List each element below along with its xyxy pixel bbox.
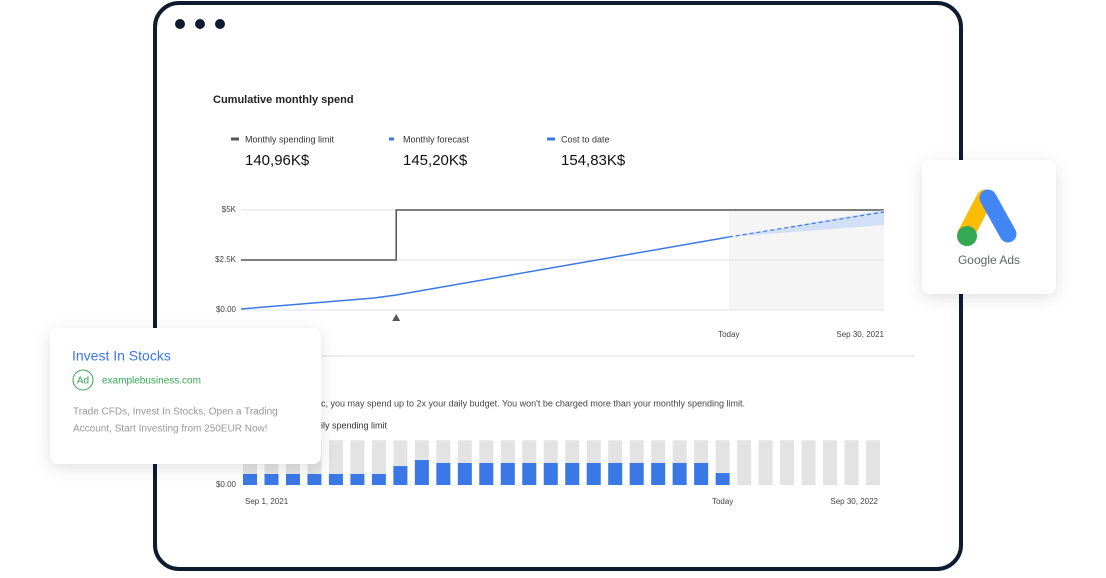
ad-description: Trade CFDs, Invest In Stocks, Open a Tra… (73, 407, 278, 418)
bar (823, 440, 838, 485)
ad-card (50, 328, 321, 464)
limit-change-marker (392, 314, 401, 321)
bar (264, 473, 279, 485)
forecast-band (728, 210, 884, 237)
bar (586, 462, 601, 485)
legend-amount: 140,96K$ (245, 152, 310, 169)
bar (414, 460, 429, 485)
bar (629, 462, 644, 485)
x-tick-label: Today (712, 497, 733, 506)
series-line (240, 236, 729, 310)
y-tick-label: $0.00 (216, 305, 237, 314)
ad-badge-circle (72, 369, 94, 391)
note: c, you may spend up to 2x your daily bud… (321, 398, 745, 408)
bar (479, 462, 494, 485)
bar (371, 473, 386, 485)
y-tick-label: $2.5K (215, 255, 237, 264)
bar (844, 440, 859, 485)
bar (243, 473, 257, 485)
ad-title: Invest In Stocks (72, 348, 171, 364)
bar (328, 440, 343, 485)
bar (866, 440, 880, 485)
x-tick-label: Today (718, 330, 739, 339)
bar (457, 462, 472, 485)
bar (328, 473, 343, 485)
legend-label: Monthly spending limit (245, 134, 335, 144)
series-line (241, 209, 884, 261)
bar (801, 440, 816, 485)
ad-card-bg (50, 328, 321, 464)
x-tick-label: Sep 30, 2022 (830, 497, 878, 506)
window-dot (215, 19, 225, 29)
legend-amount: 145,20K$ (403, 152, 468, 169)
bar (780, 440, 795, 485)
logo-card-bg (922, 160, 1056, 294)
bar (350, 473, 365, 485)
bar (436, 462, 451, 485)
legend-label: ily spending limit (321, 420, 388, 430)
series-line (728, 211, 885, 238)
logo-shape (957, 226, 977, 246)
window-dot (195, 19, 205, 29)
x-tick-label: Sep 30, 2021 (836, 330, 884, 339)
ad-url: examplebusiness.com (102, 376, 201, 387)
bar (285, 473, 300, 485)
section-title: Cumulative monthly spend (213, 94, 354, 106)
bar (651, 462, 666, 485)
bar (393, 466, 408, 485)
bar (694, 462, 709, 485)
x-tick-label: Sep 1, 2021 (245, 497, 289, 506)
window-dot (175, 19, 185, 29)
bar (758, 440, 773, 485)
ad-badge: Ad (77, 376, 89, 387)
bar (737, 440, 752, 485)
bar (371, 440, 386, 485)
logo-card (922, 160, 1056, 294)
bar (608, 462, 623, 485)
ad-description: Account, Start Investing from 250EUR Now… (73, 424, 268, 435)
logo-label: Google Ads (958, 253, 1020, 267)
legend-label: Cost to date (561, 134, 610, 144)
bar (522, 462, 537, 485)
bar (543, 462, 558, 485)
bar (672, 462, 687, 485)
charts: Monthly spending limit 140,96K$ Monthly fo… (215, 134, 884, 506)
logo-shape (979, 189, 1017, 243)
bar (565, 462, 580, 485)
y-tick-label: $0.00 (216, 480, 237, 489)
legend-amount: 154,83K$ (561, 152, 626, 169)
bar (307, 473, 322, 485)
bar (715, 473, 730, 485)
bar (350, 440, 365, 485)
legend-label: Monthly forecast (403, 134, 470, 144)
y-tick-label: $5K (222, 205, 237, 214)
bar (500, 462, 515, 485)
